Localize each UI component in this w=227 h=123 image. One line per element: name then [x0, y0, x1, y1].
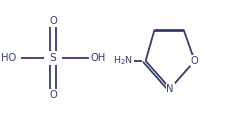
- Text: N: N: [166, 84, 174, 94]
- Text: O: O: [191, 56, 199, 66]
- Text: O: O: [49, 90, 57, 100]
- Text: H$_2$N: H$_2$N: [114, 55, 133, 67]
- Text: HO: HO: [1, 53, 16, 63]
- Text: OH: OH: [90, 53, 105, 63]
- Text: O: O: [49, 16, 57, 26]
- Text: S: S: [50, 53, 57, 63]
